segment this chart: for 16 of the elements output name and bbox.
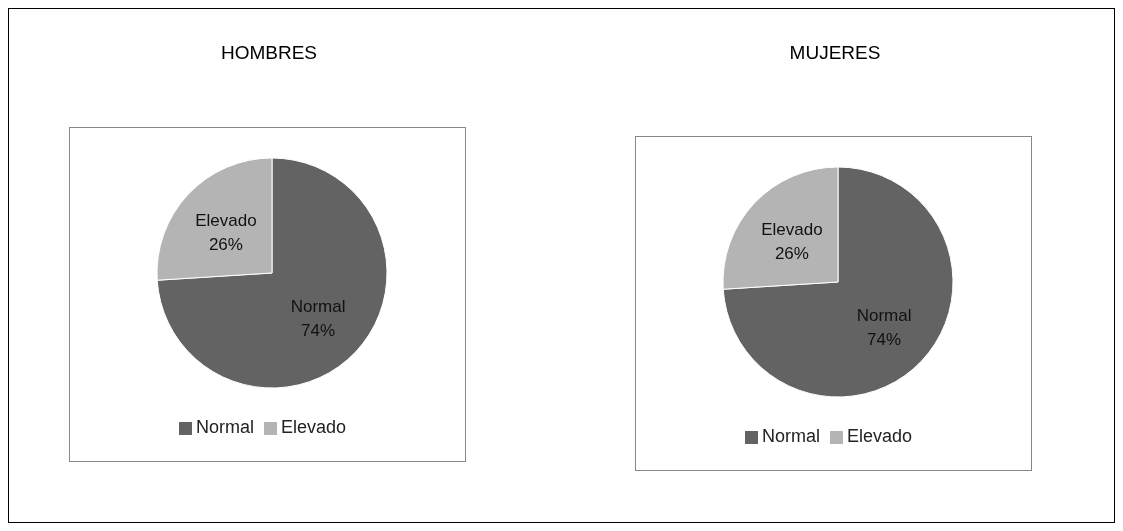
slice-label: Normal [290,297,346,317]
data-label: 26% [774,243,809,263]
slice-label: Elevado [761,219,823,239]
data-label: 74% [867,330,902,350]
legend-label: Normal [195,417,254,437]
slice-label: Normal [856,306,912,326]
legend-label: Elevado [846,426,913,446]
pie-slice [156,157,388,389]
chart-title: MUJERES [788,41,882,65]
data-label: 74% [301,321,336,341]
data-label: 26% [208,234,243,254]
legend-label: Normal [761,426,820,446]
chart-title: HOMBRES [219,41,319,65]
pie-slice [722,166,954,398]
legend-label: Elevado [280,417,347,437]
slice-label: Elevado [195,210,257,230]
